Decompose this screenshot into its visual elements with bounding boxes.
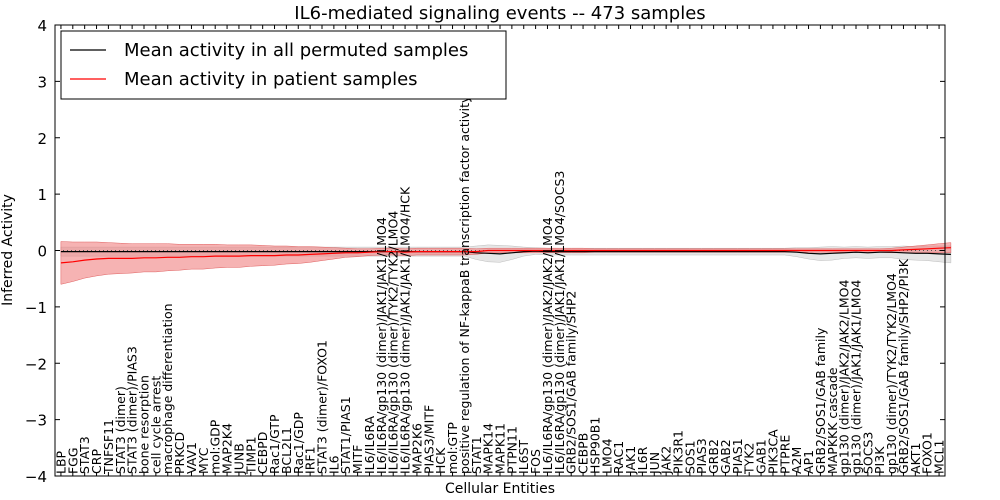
y-tick-label: 1 (37, 186, 47, 204)
x-tick-label: gp130 (dimer)/TYK2/TYK2/LMO4 (884, 273, 899, 474)
x-tick-label: STAT3 (dimer)/PIAS3 (125, 346, 140, 474)
x-tick-label: IL6/IL6RA/gp130 (dimer)/JAK1/JAK1/LMO4/H… (398, 186, 413, 474)
x-tick-label: IRF1 (303, 446, 318, 474)
y-tick-label: −2 (25, 355, 47, 373)
x-tick-label: JUN (647, 452, 662, 475)
x-tick-label: STAT3 (dimer)/FOXO1 (315, 340, 330, 474)
x-tick-label: BCL2L1 (279, 427, 294, 474)
x-tick-label: GAB2 (718, 439, 733, 474)
x-tick-label: SOCS3 (860, 432, 875, 474)
x-tick-label: IL6 (326, 455, 341, 474)
x-tick-label: IL6/IL6RA/gp130 (dimer)/TYK2/TYK2/LMO4 (386, 211, 401, 474)
line-series-1 (60, 247, 951, 264)
x-tick-label: bone resorption (137, 375, 152, 474)
x-tick-label: IL6/IL6RA/gp130 (dimer)/JAK2/JAK2/LMO4 (540, 217, 555, 474)
x-tick-label: GRB2/SOS1/GAB family/SHP2 (564, 291, 579, 474)
x-tick-label: IL6R (635, 446, 650, 474)
x-tick-label: AP1 (801, 450, 816, 474)
x-axis-label: Cellular Entities (445, 481, 555, 497)
chart-title: IL6-mediated signaling events -- 473 sam… (294, 3, 705, 24)
x-tick-label: LBP (53, 450, 68, 474)
legend-label-patient: Mean activity in patient samples (124, 69, 418, 90)
x-tick-label: GRB2/SOS1/GAB family (813, 327, 828, 474)
x-tick-label: positive regulation of NF-kappaB transcr… (457, 95, 472, 474)
x-tick-label: JUNB (231, 443, 246, 475)
x-tick-label: FOS (528, 449, 543, 474)
x-tick-label: A2M (789, 447, 804, 474)
x-tick-label: FOXO1 (920, 432, 935, 474)
x-tick-label: AKT1 (908, 443, 923, 474)
y-tick-label: 3 (37, 73, 47, 91)
x-tick-label: GRB2 (706, 439, 721, 474)
x-tick-label: RAC1 (611, 441, 626, 474)
x-tick-label: IL6/IL6RA/gp130 (dimer)/JAK1/JAK1/LMO4 (374, 217, 389, 474)
y-tick-label: 2 (37, 130, 47, 148)
x-tick-label: cell cycle arrest (148, 376, 163, 474)
x-tick-label: gp130 (dimer)/JAK2/JAK2/LMO4 (837, 280, 852, 474)
x-tick-label: GRB2/SOS1/GAB family/SHP2/PI3K (896, 258, 911, 474)
x-tick-label: TIMP1 (243, 436, 258, 475)
x-axis-ticks (60, 25, 940, 476)
x-tick-label: PIAS3/MITF (421, 405, 436, 474)
x-tick-label: IL6/IL6RA (362, 415, 377, 474)
x-tick-label: STAT3 (77, 436, 92, 474)
plot-frame (54, 24, 946, 477)
x-tick-label: TNFSF11 (101, 419, 116, 475)
x-tick-label: STAT1/PIAS1 (338, 396, 353, 474)
x-tick-label: SOS1 (682, 440, 697, 474)
x-tick-label: PTPRE (777, 435, 792, 474)
x-tick-label: mol:GTP (445, 422, 460, 474)
x-tick-label: PI3K (872, 446, 887, 474)
y-axis-label: Inferred Activity (0, 194, 16, 306)
x-tick-label: Rac1/GTP (267, 414, 282, 474)
series-lines (60, 247, 951, 264)
x-tick-label: CRP (89, 449, 104, 474)
x-tick-label: MAPK14 (481, 423, 496, 474)
x-tick-label: PIAS1 (730, 438, 745, 474)
x-tick-label: VAV1 (184, 442, 199, 474)
y-tick-label: 0 (37, 243, 47, 261)
y-axis-ticks: −4 −3 −2 −1 0 1 2 3 4 (25, 17, 945, 486)
y-tick-label: −3 (25, 412, 47, 430)
x-tick-label: MAP2K6 (409, 423, 424, 474)
x-tick-label: CEBPB (576, 433, 591, 474)
x-tick-label: PIAS3 (694, 438, 709, 474)
x-tick-label: IL6ST (516, 439, 531, 474)
x-tick-label: MAP2K4 (220, 423, 235, 474)
y-tick-label: −4 (25, 468, 47, 486)
x-tick-label: JAK2 (659, 446, 674, 475)
x-tick-label: TYK2 (742, 443, 757, 475)
x-tick-label: STAT3 (dimer) (113, 386, 128, 474)
x-tick-label: HSP90B1 (587, 417, 602, 474)
x-tick-label: STAT1 (469, 436, 484, 474)
x-tick-label: FGG (65, 447, 80, 474)
x-tick-label: gp130 (dimer)/JAK1/JAK1/LMO4 (849, 280, 864, 474)
x-tick-label: MAPKKK cascade (825, 367, 840, 474)
y-tick-label: −1 (25, 299, 47, 317)
x-tick-label: PTPN11 (504, 426, 519, 474)
x-tick-label: macrophage differentiation (160, 303, 175, 474)
x-tick-label: LMO4 (599, 438, 614, 474)
x-tick-label: GAB1 (754, 439, 769, 474)
x-tick-label: MCL1 (932, 440, 947, 474)
x-tick-label: mol:GDP (208, 419, 223, 474)
x-tick-label: Rac1/GDP (291, 412, 306, 474)
x-tick-label: CEBPD (255, 432, 270, 474)
legend: Mean activity in all permuted samples Me… (60, 30, 507, 100)
line-series-0 (60, 250, 951, 255)
x-tick-label: PRKCD (172, 432, 187, 474)
legend-box (60, 30, 507, 100)
x-tick-label: IL6/IL6RA/gp130 (dimer)/JAK1/JAK1/LMO4/S… (552, 171, 567, 474)
x-tick-label: JAK1 (623, 446, 638, 475)
x-tick-label: PIK3CA (765, 429, 780, 474)
y-tick-label: 4 (37, 17, 47, 35)
legend-label-permuted: Mean activity in all permuted samples (124, 40, 468, 61)
x-tick-label: MITF (350, 445, 365, 474)
x-tick-label: MYC (196, 447, 211, 474)
x-tick-label: MAPK11 (493, 423, 508, 474)
x-tick-label: PIK3R1 (671, 430, 686, 474)
x-tick-label: HCK (433, 447, 448, 474)
